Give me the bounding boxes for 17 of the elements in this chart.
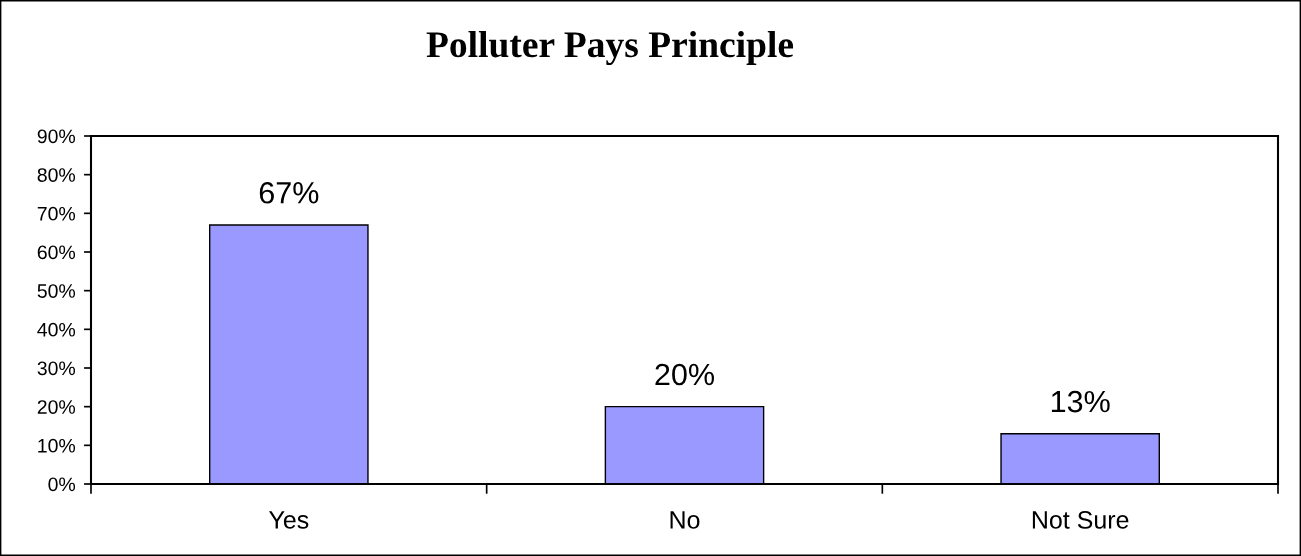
data-label: 20% (655, 363, 714, 386)
x-tick-label: No (670, 511, 700, 529)
y-tick-label: 90% (37, 129, 76, 144)
y-tick-label: 80% (37, 168, 76, 182)
x-tick-label: Not Sure (1032, 511, 1129, 529)
y-tick-label: 30% (37, 361, 76, 376)
y-tick-label: 50% (37, 284, 76, 298)
x-tick-label: Yes (268, 511, 309, 529)
data-label: 13% (1051, 390, 1110, 413)
chart-title: Polluter Pays Principle (426, 30, 794, 66)
y-tick-label: 20% (37, 400, 76, 414)
data-label: 67% (259, 181, 319, 204)
y-tick-label: 10% (38, 438, 76, 453)
y-tick-label: 40% (37, 322, 76, 337)
y-tick-label: 0% (48, 477, 76, 492)
y-tick-label: 60% (37, 245, 76, 260)
y-tick-label: 70% (37, 206, 76, 221)
